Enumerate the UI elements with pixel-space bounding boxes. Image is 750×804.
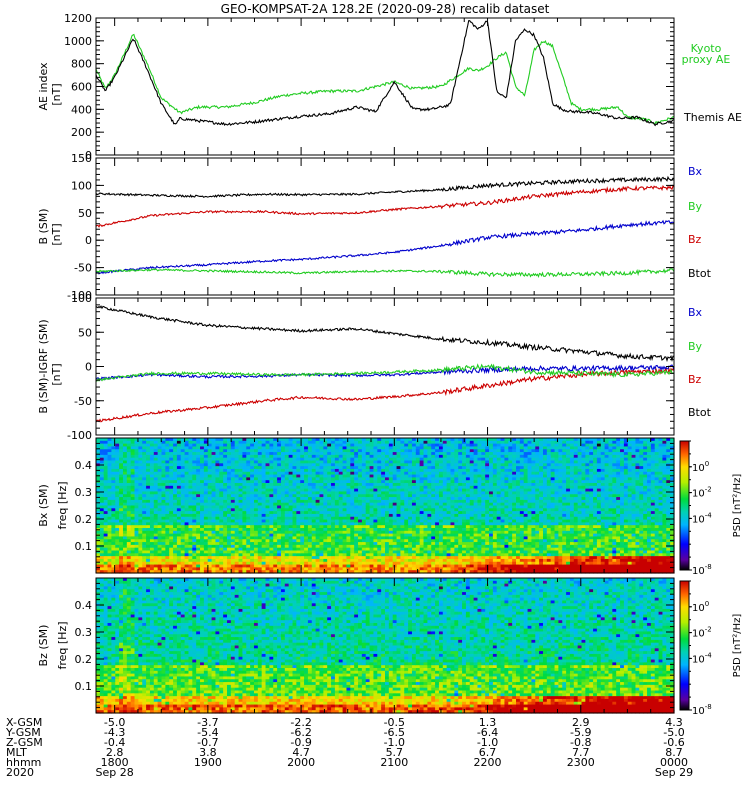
series-line-btot <box>96 177 674 197</box>
y-axis-label: AE index <box>37 62 50 111</box>
legend-bz: Bz <box>688 373 702 386</box>
y-axis-unit: [nT] <box>50 83 63 105</box>
legend-bz: Bz <box>688 233 702 246</box>
series-line-by <box>96 269 674 277</box>
legend-ae_themis: Themis AE <box>683 111 742 124</box>
series-line-kyoto-proxy-ae <box>96 35 674 124</box>
y-tick-label: -50 <box>74 262 92 275</box>
series-line-btot <box>96 306 674 360</box>
y-tick-label: 600 <box>71 81 92 94</box>
legend-by: By <box>688 200 703 213</box>
legend-btot: Btot <box>688 406 712 419</box>
y-axis-unit: [nT] <box>50 363 63 385</box>
y-tick-label: 100 <box>71 179 92 192</box>
legend-ae_kyoto_2: proxy AE <box>682 53 731 66</box>
legend-bx: Bx <box>688 306 703 319</box>
y-tick-label: 0 <box>85 234 92 247</box>
panel-frame <box>96 18 674 155</box>
legend-by: By <box>688 340 703 353</box>
panel-3: -100 -50 0 50 100 B (SM)-IGRF (SM)[nT] Bx By Bz B… <box>37 292 712 442</box>
y-tick-label: -50 <box>74 395 92 408</box>
y-tick-label: 0 <box>85 361 92 374</box>
legend-bx: Bx <box>688 165 703 178</box>
y-axis-label: B (SM) <box>37 208 50 244</box>
y-tick-label: 800 <box>71 58 92 71</box>
legend-btot: Btot <box>688 267 712 280</box>
y-axis-label: B (SM)-IGRF (SM) <box>37 319 50 413</box>
panel-4: 0.10.20.30.4Bx (SM)freq [Hz]10010-210-41… <box>37 438 743 577</box>
y-tick-label: 100 <box>71 292 92 305</box>
y-axis-unit: [nT] <box>50 223 63 245</box>
y-tick-label: -100 <box>67 429 92 442</box>
chart-title: GEO-KOMPSAT-2A 128.2E (2020-09-28) recal… <box>221 2 550 16</box>
panel-frame <box>96 298 674 435</box>
y-tick-label: 1000 <box>64 35 92 48</box>
y-tick-label: 50 <box>78 326 92 339</box>
y-tick-label: 400 <box>71 103 92 116</box>
y-tick-label: 200 <box>71 126 92 139</box>
y-tick-label: 1200 <box>64 12 92 25</box>
y-tick-label: 150 <box>71 152 92 165</box>
y-tick-label: 50 <box>78 207 92 220</box>
series-line-bx <box>96 221 674 274</box>
